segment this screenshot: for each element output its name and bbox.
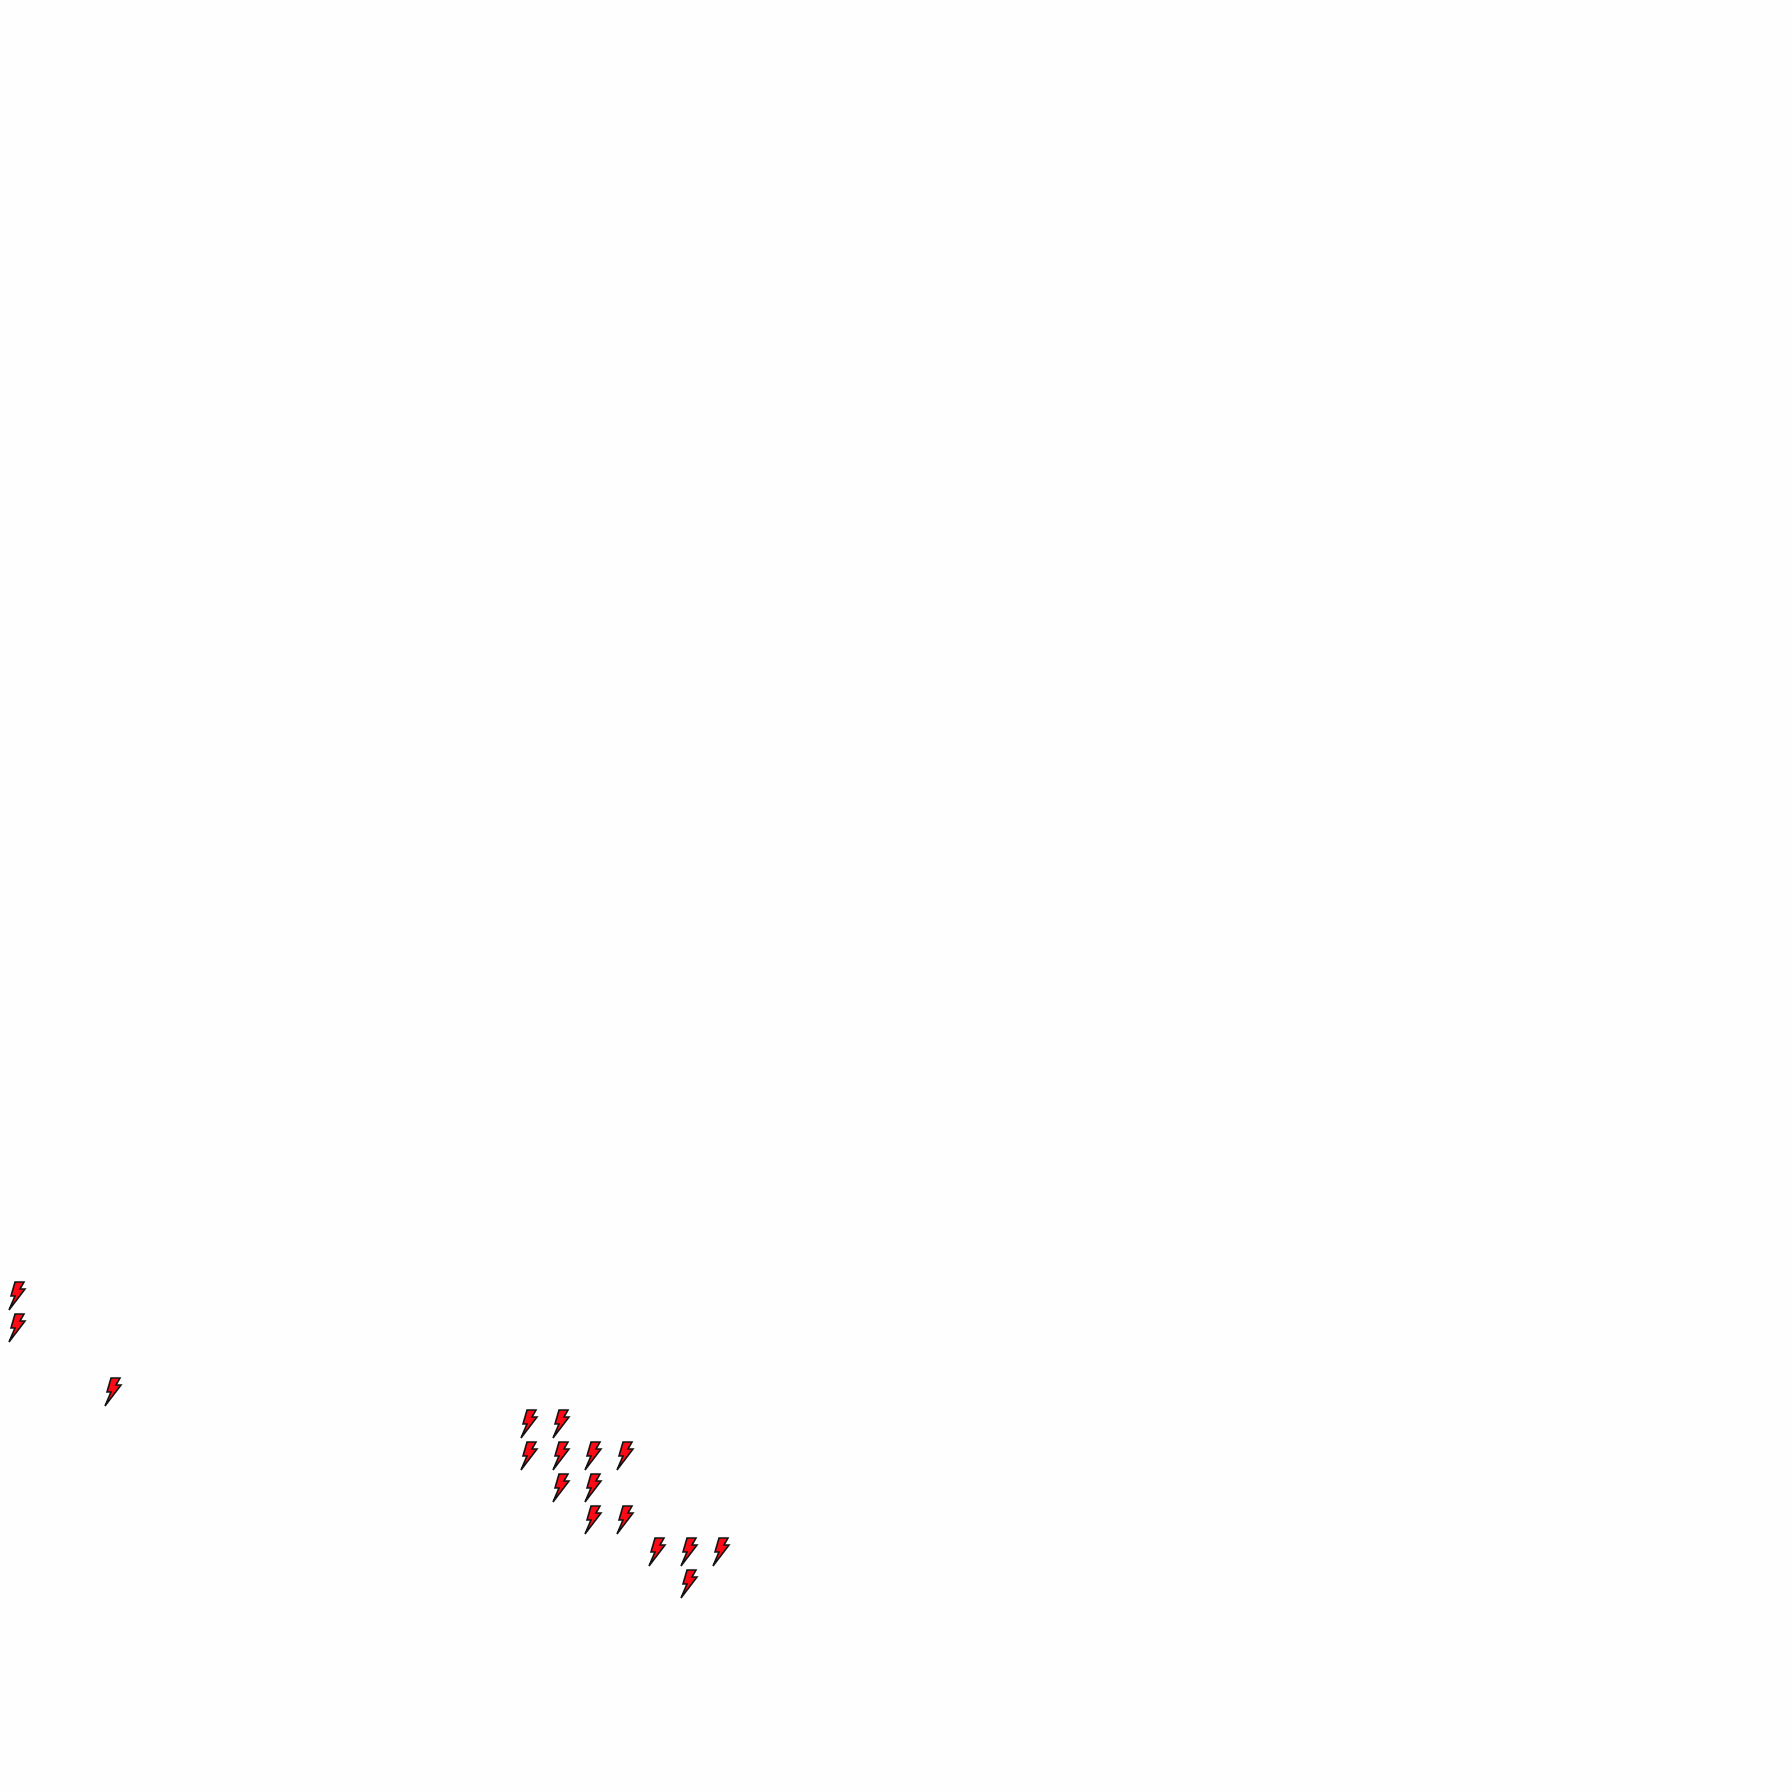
lightning-bolt-icon	[584, 1441, 603, 1471]
lightning-marker[interactable]	[551, 1473, 571, 1503]
lightning-marker[interactable]	[7, 1313, 27, 1343]
lightning-bolt-icon	[584, 1473, 603, 1503]
lightning-marker[interactable]	[519, 1441, 539, 1471]
lightning-bolt-icon	[616, 1441, 635, 1471]
lightning-marker[interactable]	[551, 1441, 571, 1471]
lightning-marker[interactable]	[679, 1537, 699, 1567]
lightning-marker[interactable]	[615, 1441, 635, 1471]
lightning-marker[interactable]	[103, 1377, 123, 1407]
lightning-marker[interactable]	[647, 1537, 667, 1567]
lightning-bolt-icon	[8, 1281, 27, 1311]
lightning-bolt-icon	[104, 1377, 123, 1407]
lightning-bolt-icon	[680, 1569, 699, 1599]
lightning-marker[interactable]	[519, 1409, 539, 1439]
lightning-marker[interactable]	[583, 1505, 603, 1535]
lightning-bolt-icon	[648, 1537, 667, 1567]
lightning-bolt-icon	[680, 1537, 699, 1567]
lightning-marker[interactable]	[583, 1441, 603, 1471]
lightning-marker[interactable]	[679, 1569, 699, 1599]
lightning-bolt-icon	[712, 1537, 731, 1567]
lightning-marker[interactable]	[583, 1473, 603, 1503]
lightning-bolt-icon	[8, 1313, 27, 1343]
lightning-marker[interactable]	[7, 1281, 27, 1311]
lightning-marker[interactable]	[551, 1409, 571, 1439]
lightning-bolt-icon	[552, 1409, 571, 1439]
lightning-bolt-icon	[616, 1505, 635, 1535]
lightning-marker[interactable]	[615, 1505, 635, 1535]
lightning-bolt-icon	[584, 1505, 603, 1535]
lightning-marker[interactable]	[711, 1537, 731, 1567]
lightning-bolt-icon	[520, 1409, 539, 1439]
lightning-bolt-icon	[552, 1473, 571, 1503]
lightning-bolt-icon	[520, 1441, 539, 1471]
lightning-bolt-icon	[552, 1441, 571, 1471]
